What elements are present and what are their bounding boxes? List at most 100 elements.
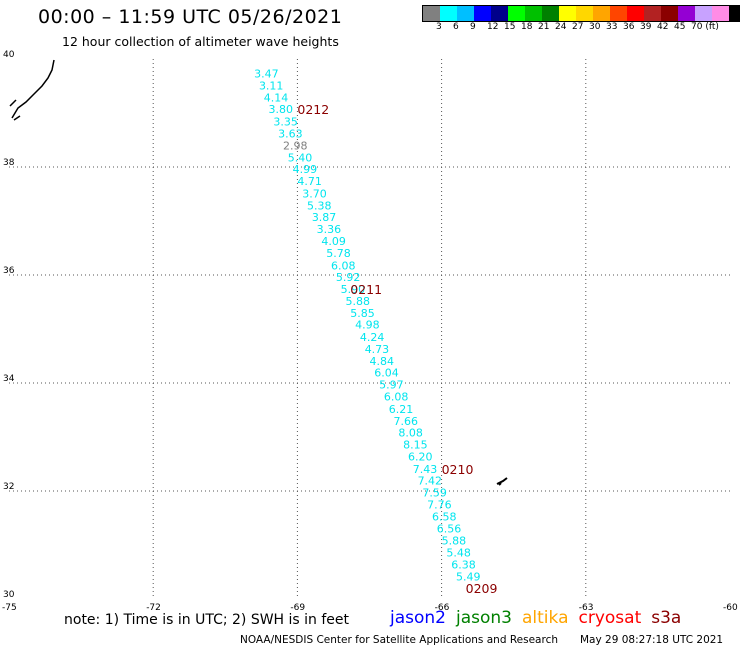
swh-point: 3.36 <box>317 223 342 236</box>
colorbar-swatch-3 <box>474 6 491 21</box>
swh-point: 6.20 <box>408 450 433 463</box>
credit-text: NOAA/NESDIS Center for Satellite Applica… <box>240 634 558 646</box>
colorbar-swatch-18 <box>729 6 740 21</box>
colorbar-swatch-6 <box>525 6 542 21</box>
time-label: 0211 <box>350 282 382 297</box>
swh-point: 4.09 <box>321 235 346 248</box>
colorbar-label: 45 <box>674 22 686 32</box>
colorbar-swatch-2 <box>457 6 474 21</box>
swh-point: 4.84 <box>370 355 395 368</box>
x-tick-label: -63 <box>579 603 594 613</box>
swh-point: 7.42 <box>418 475 443 488</box>
legend-item-jason3: jason3 <box>456 608 512 628</box>
legend-item-cryosat: cryosat <box>578 608 642 628</box>
x-tick-label: -66 <box>435 603 450 613</box>
colorbar-label: 3 <box>436 22 442 32</box>
swh-point: 4.73 <box>365 343 390 356</box>
swh-point: 6.08 <box>384 391 409 404</box>
y-tick-label: 38 <box>3 158 15 168</box>
colorbar-swatch-9 <box>576 6 593 21</box>
timestamp-text: May 29 08:27:18 UTC 2021 <box>580 634 724 646</box>
colorbar <box>422 5 740 22</box>
colorbar-swatch-13 <box>644 6 661 21</box>
x-tick-label: -72 <box>146 603 161 613</box>
swh-point: 6.38 <box>451 558 476 571</box>
swh-point: 3.47 <box>254 68 279 81</box>
swh-point: 7.43 <box>413 463 438 476</box>
colorbar-swatch-10 <box>593 6 610 21</box>
swh-point: 5.97 <box>379 379 404 392</box>
colorbar-swatch-8 <box>559 6 576 21</box>
y-tick-label: 32 <box>3 482 14 492</box>
swh-point: 5.38 <box>307 199 332 212</box>
bermuda-island <box>496 477 508 486</box>
y-tick-label: 30 <box>3 590 15 600</box>
colorbar-swatch-15 <box>678 6 695 21</box>
swh-point: 2.98 <box>283 139 308 152</box>
colorbar-label: 15 <box>504 22 516 32</box>
colorbar-swatch-7 <box>542 6 559 21</box>
time-labels-layer: 0212 0211 0210 0209 <box>297 102 497 596</box>
axis-labels-layer: -75 -72 -69 -66 -63 -60 30 32 34 36 38 40 <box>2 50 738 613</box>
grid-layer <box>9 59 730 599</box>
chart-subtitle: 12 hour collection of altimeter wave hei… <box>62 34 339 49</box>
swh-point: 3.80 <box>269 103 294 116</box>
colorbar-label: 30 <box>589 22 601 32</box>
time-label: 0210 <box>442 462 474 477</box>
x-tick-label: -75 <box>2 603 17 613</box>
y-tick-label: 36 <box>3 266 15 276</box>
colorbar-label: 12 <box>487 22 499 32</box>
swh-point: 5.88 <box>442 535 467 548</box>
swh-point: 6.04 <box>374 367 399 380</box>
swh-point: 5.85 <box>350 307 375 320</box>
chart-title: 00:00 – 11:59 UTC 05/26/2021 <box>38 6 343 28</box>
colorbar-label: 36 <box>623 22 635 32</box>
colorbar-label: 24 <box>555 22 567 32</box>
legend-item-s3a: s3a <box>651 608 682 628</box>
y-tick-label: 40 <box>3 50 15 60</box>
swh-point: 4.99 <box>293 163 318 176</box>
swh-point: 7.76 <box>427 499 452 512</box>
colorbar-swatch-14 <box>661 6 678 21</box>
colorbar-label: 9 <box>470 22 476 32</box>
swh-point: 4.71 <box>297 175 322 188</box>
swh-point: 3.87 <box>312 211 337 224</box>
colorbar-label: 70 (ft) <box>691 22 719 32</box>
colorbar-label: 6 <box>453 22 459 32</box>
swh-point: 3.35 <box>273 116 298 129</box>
colorbar-swatch-4 <box>491 6 508 21</box>
colorbar-swatch-0 <box>423 6 440 21</box>
swh-point: 3.70 <box>302 187 327 200</box>
colorbar-label: 18 <box>521 22 533 32</box>
swh-point: 8.08 <box>398 427 423 440</box>
colorbar-swatch-1 <box>440 6 457 21</box>
x-tick-label: -69 <box>290 603 305 613</box>
swh-point: 6.58 <box>432 510 457 523</box>
swh-point: 4.14 <box>264 91 289 104</box>
colorbar-swatch-16 <box>695 6 712 21</box>
colorbar-labels: 3 6 9 12 15 18 21 24 27 30 33 36 39 42 45 70 (ft) <box>422 22 740 36</box>
colorbar-swatch-17 <box>712 6 729 21</box>
swh-point: 7.66 <box>394 415 419 428</box>
swh-point: 3.63 <box>278 128 303 141</box>
time-label: 0209 <box>466 581 498 596</box>
colorbar-label: 42 <box>657 22 669 32</box>
colorbar-label: 39 <box>640 22 652 32</box>
swh-point: 6.21 <box>389 403 414 416</box>
swh-point: 5.88 <box>345 295 370 308</box>
colorbar-swatch-11 <box>610 6 627 21</box>
colorbar-label: 27 <box>572 22 584 32</box>
colorbar-label: 21 <box>538 22 550 32</box>
coastline <box>9 59 55 121</box>
colorbar-label: 33 <box>606 22 618 32</box>
colorbar-swatch-5 <box>508 6 525 21</box>
swh-point: 3.11 <box>259 79 284 92</box>
swh-point: 6.56 <box>437 522 462 535</box>
swh-point: 7.59 <box>422 487 447 500</box>
colorbar-swatch-12 <box>627 6 644 21</box>
y-tick-label: 34 <box>3 374 15 384</box>
swh-point: 4.98 <box>355 319 380 332</box>
footer-note: note: 1) Time is in UTC; 2) SWH is in fe… <box>64 612 350 628</box>
swh-point: 8.15 <box>403 439 428 452</box>
swh-point: 5.78 <box>326 247 351 260</box>
